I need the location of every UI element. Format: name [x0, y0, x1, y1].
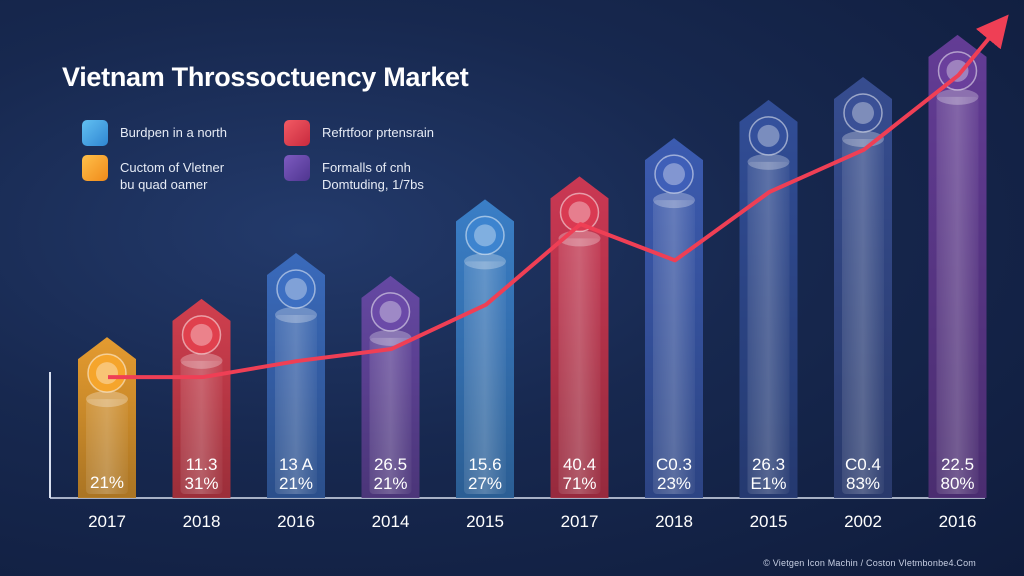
x-tick-label: 2018 [655, 512, 693, 531]
bar-value-label: C0.4 [845, 455, 881, 474]
bar-icon-glyph-icon [757, 124, 780, 147]
legend-label-red-line1: Refrtfoor prtensrain [322, 125, 434, 140]
bar-cylinder [369, 337, 412, 494]
bar-cylinder-top [747, 153, 790, 170]
bar-value-label: 26.3 [752, 455, 785, 474]
x-tick-label: 2016 [939, 512, 977, 531]
bar-cylinder-top [369, 329, 412, 346]
bar-icon-glyph-icon [663, 163, 685, 186]
bar-cylinder [842, 138, 884, 494]
x-tick-label: 2016 [277, 512, 315, 531]
legend-item-red: Refrtfoor prtensrain [284, 120, 434, 146]
x-tick-label: 2002 [844, 512, 882, 531]
bar-value-label: 22.5 [941, 455, 974, 474]
footer-credit: © Vietgen Icon Machin / Coston Vletmbonb… [763, 558, 976, 568]
bar-cylinder [936, 96, 979, 494]
bar-group: 26.521% [361, 275, 420, 498]
bar-icon-badge [276, 269, 316, 309]
legend-item-blue: Burdpen in a north [82, 120, 227, 146]
legend-label-purple-line1: Formalls of cnh [322, 160, 411, 175]
bar-cylinder-top [86, 391, 128, 408]
bar-icon-glyph-icon [190, 323, 213, 346]
x-tick-label: 2015 [750, 512, 788, 531]
bar-value-label: 13 A [279, 455, 314, 474]
bar-value-label: 23% [657, 474, 691, 493]
bar-icon-badge [843, 93, 883, 133]
bar-icon-badge [370, 292, 411, 332]
bar-cylinder-top [464, 253, 506, 270]
bar-value-label: 15.6 [468, 455, 501, 474]
bar-value-label: 80% [940, 474, 974, 493]
bar-value-label: 83% [846, 474, 880, 493]
bar-cylinder [464, 261, 506, 494]
legend-label-orange-line1: Cuctom of Vletner [120, 160, 225, 175]
legend-swatch-blue [82, 120, 108, 146]
bar-group: C0.323% [645, 138, 703, 498]
bar-icon-badge [937, 51, 978, 91]
bar-icon-badge [87, 353, 127, 393]
bar-cylinder [180, 360, 223, 494]
bar-icon-badge [465, 215, 505, 256]
bar-cylinder-top [936, 88, 979, 105]
bar-icon-glyph-icon [946, 59, 969, 82]
bar-group: 15.627% [456, 199, 514, 498]
bar-value-label: E1% [751, 474, 787, 493]
chart-title: Vietnam Throssoctuency Market [62, 62, 469, 92]
trend-line [108, 14, 1009, 380]
x-tick-label: 2015 [466, 512, 504, 531]
bar-value-label: 11.3 [186, 455, 218, 474]
bar-group: C0.483% [834, 76, 892, 498]
bar-icon-glyph-icon [379, 300, 402, 323]
bar-cylinder-top [275, 306, 317, 323]
bar-value-label: 40.4 [563, 455, 596, 474]
legend-swatch-orange [82, 155, 108, 181]
bar-value-label: 21% [90, 473, 124, 492]
legend-label-orange-line2: bu quad oamer [120, 177, 208, 192]
bar-group: 22.580% [928, 34, 987, 498]
bar-icon-badge [654, 154, 694, 194]
bar-cylinder-top [653, 192, 695, 209]
bar-cylinder-top [180, 352, 223, 369]
bar-icon-glyph-icon [852, 101, 874, 124]
bar-value-label: C0.3 [656, 455, 692, 474]
bar-icon-badge [748, 116, 789, 156]
legend-swatch-red [284, 120, 310, 146]
bar-cylinder [747, 161, 790, 494]
bar-cylinder [653, 200, 695, 494]
bar-group: 11.331% [172, 298, 231, 498]
bar-icon-badge [559, 192, 600, 233]
legend-item-purple: Formalls of cnh Domtuding, 1/7bs [284, 155, 424, 193]
bar-value-label: 27% [468, 474, 502, 493]
bar-value-label: 71% [562, 474, 596, 493]
legend-label-blue-line1: Burdpen in a north [120, 125, 227, 140]
bar-group: 40.471% [550, 176, 609, 498]
legend-swatch-purple [284, 155, 310, 181]
x-tick-label: 2017 [561, 512, 599, 531]
bar-icon-glyph-icon [474, 224, 496, 247]
bar-group: 13 A21% [267, 252, 325, 498]
bar-group: 21% [78, 337, 136, 498]
legend-label-purple-line2: Domtuding, 1/7bs [322, 177, 424, 192]
x-tick-label: 2014 [372, 512, 410, 531]
bar-value-label: 21% [279, 474, 313, 493]
bar-value-label: 31% [184, 474, 218, 493]
bar-icon-glyph-icon [96, 362, 118, 385]
bar-value-label: 21% [373, 474, 407, 493]
bar-cylinder [558, 238, 601, 494]
x-tick-label: 2017 [88, 512, 126, 531]
x-tick-label: 2018 [183, 512, 221, 531]
bar-group: 26.3E1% [739, 99, 798, 499]
bar-icon-badge [181, 315, 222, 355]
bar-icon-glyph-icon [285, 277, 307, 300]
bar-cylinder [86, 399, 128, 494]
legend-item-orange: Cuctom of Vletner bu quad oamer [82, 155, 224, 193]
bar-value-label: 26.5 [374, 455, 407, 474]
bar-icon-glyph-icon [568, 201, 591, 224]
